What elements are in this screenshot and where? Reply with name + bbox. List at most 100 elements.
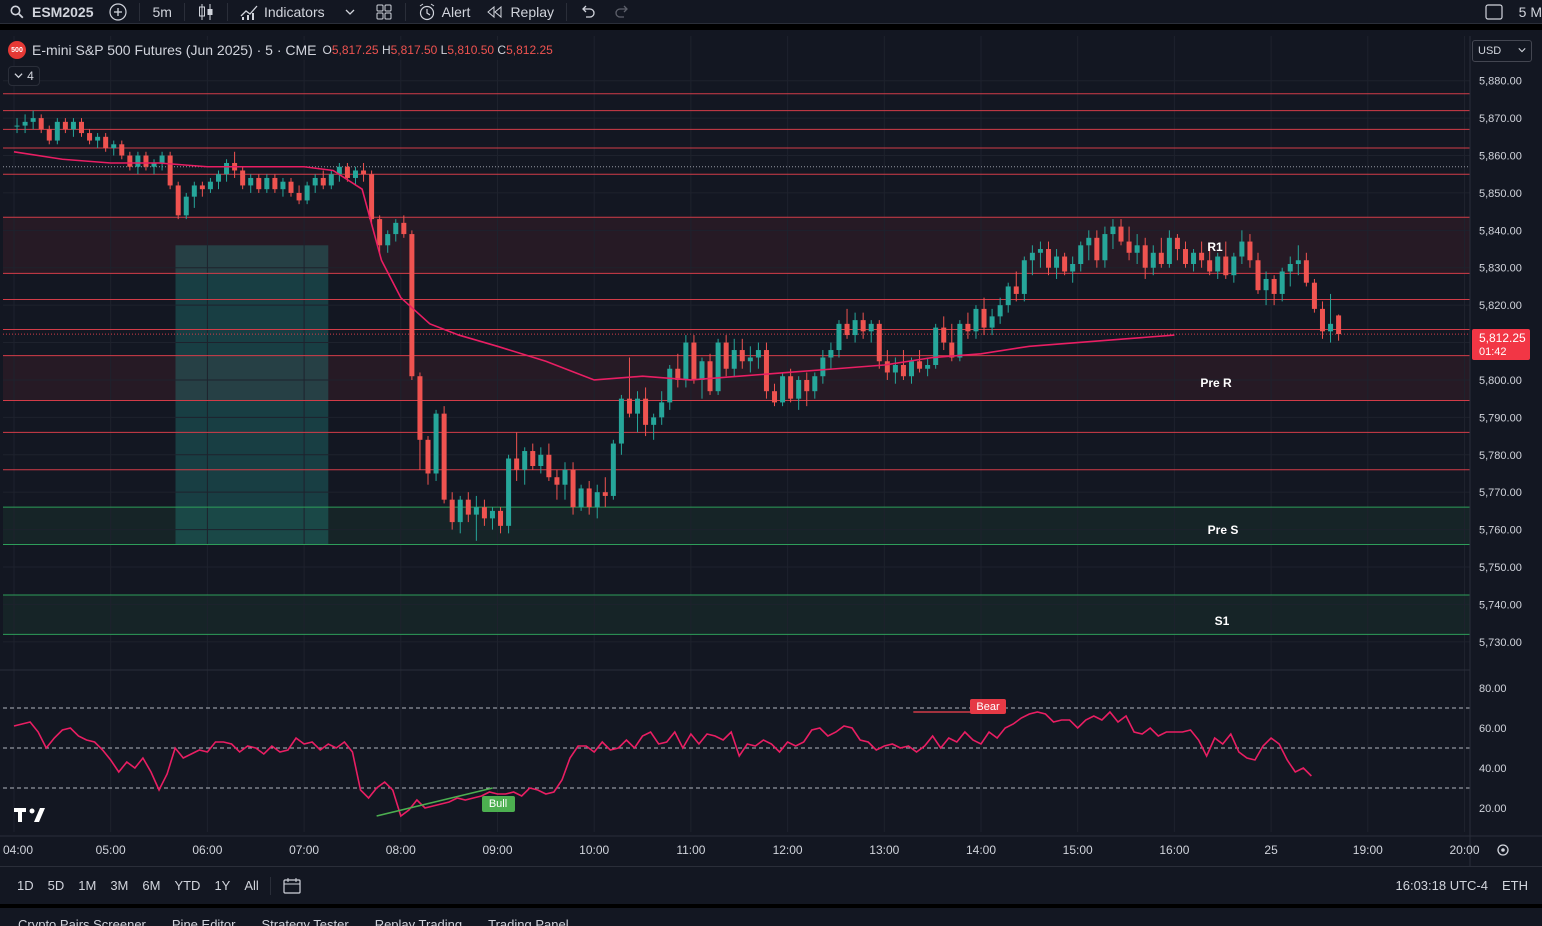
settings-gear[interactable] — [1497, 844, 1509, 856]
ohlc-close: 5,812.25 — [506, 43, 553, 57]
layout-button[interactable] — [367, 0, 401, 24]
candle-body — [626, 398, 632, 414]
currency-select[interactable]: USD — [1472, 40, 1532, 62]
candle-body — [1158, 252, 1164, 264]
clock-time[interactable]: 16:03:18 UTC-4 — [1395, 878, 1489, 893]
candle-body — [804, 379, 810, 392]
fullscreen-button[interactable] — [1477, 0, 1511, 24]
candle-body — [1102, 234, 1108, 261]
price-tick-label: 5,860.00 — [1479, 151, 1522, 163]
time-tick-label: 13:00 — [869, 843, 899, 857]
alarm-clock-icon — [418, 3, 436, 21]
candle-body — [78, 121, 84, 134]
candle-body — [183, 196, 189, 216]
replay-button[interactable]: Replay — [478, 0, 562, 24]
rsi-line — [13, 710, 1312, 818]
chart-type-button[interactable] — [189, 0, 223, 24]
candle-body — [780, 376, 786, 403]
candle-body — [1045, 249, 1051, 268]
range-button-6m[interactable]: 6M — [142, 878, 161, 893]
candle-body — [699, 361, 705, 380]
range-buttons: 1D 5D 1M 3M 6M YTD 1Y All — [0, 878, 266, 893]
candle-body — [457, 499, 463, 523]
indicators-label: Indicators — [263, 3, 325, 20]
candle-body — [1295, 260, 1301, 264]
candle-body — [272, 177, 278, 190]
candle-body — [909, 361, 915, 377]
candle-body — [1086, 237, 1092, 246]
candle-body — [1247, 241, 1253, 261]
undo-button[interactable] — [571, 0, 605, 24]
price-tick-label: 5,790.00 — [1479, 412, 1522, 424]
candle-body — [62, 121, 68, 130]
panel-tab-pine-editor[interactable]: Pine Editor — [171, 917, 236, 926]
ohlc-open: 5,817.25 — [331, 43, 379, 57]
candle-body — [860, 320, 866, 332]
chart-canvas[interactable]: 5,880.00 5,870.00 5,860.00 5,850.00 5,840.00… — [0, 30, 1542, 866]
candle-body — [377, 219, 383, 246]
time-tick-label: 08:00 — [386, 843, 416, 857]
indicator-collapse-button[interactable]: 4 — [8, 66, 40, 86]
chart-area[interactable]: 5,880.00 5,870.00 5,860.00 5,850.00 5,840.00… — [0, 30, 1542, 866]
range-button-ytd[interactable]: YTD — [174, 878, 201, 893]
candle-body — [425, 439, 431, 474]
price-tick-label: 5,780.00 — [1479, 450, 1522, 462]
candle-body — [1142, 245, 1148, 268]
compare-button[interactable] — [101, 0, 135, 24]
panel-tab-crypto-pairs-screener[interactable]: Crypto Pairs Screener — [18, 917, 146, 926]
time-tick-label: 09:00 — [482, 843, 512, 857]
templates-dropdown[interactable] — [333, 0, 367, 24]
candle-body — [546, 454, 552, 478]
range-button-all[interactable]: All — [244, 878, 259, 893]
panel-tab-strategy-tester[interactable]: Strategy Tester — [261, 917, 349, 926]
candle-body — [135, 155, 141, 167]
zone-label-pre-s: Pre S — [1208, 523, 1239, 537]
candle-body — [1319, 308, 1325, 332]
candle-body — [1005, 286, 1011, 306]
candle-body — [957, 323, 963, 358]
panel-tab-replay-trading[interactable]: Replay Trading — [374, 917, 463, 926]
search-icon — [8, 3, 26, 21]
zone-s1 — [3, 595, 1470, 635]
rsi-layer — [0, 669, 1470, 818]
price-tick-label: 5,820.00 — [1479, 300, 1522, 312]
candle-body — [683, 342, 689, 380]
candle-body — [917, 361, 923, 369]
toolbar-overflow-label[interactable]: 5 M — [1518, 3, 1542, 20]
candle-body — [812, 376, 818, 392]
candle-body — [352, 170, 358, 178]
indicators-button[interactable]: Indicators — [232, 0, 333, 24]
candle-body — [70, 121, 76, 130]
redo-button[interactable] — [605, 0, 639, 24]
candle-body — [1062, 256, 1068, 272]
candle-body — [22, 121, 28, 126]
range-button-1m[interactable]: 1M — [78, 878, 97, 893]
goto-date-button[interactable] — [275, 874, 309, 898]
zone-labels: R1 Pre R Pre S S1 — [1200, 240, 1238, 628]
session-label[interactable]: ETH — [1502, 878, 1528, 893]
candle-body — [989, 316, 995, 328]
candle-body — [1182, 249, 1188, 264]
candle-body — [167, 155, 173, 186]
range-button-3m[interactable]: 3M — [110, 878, 129, 893]
candle-body — [207, 181, 213, 190]
interval-button[interactable]: 5m — [144, 0, 179, 24]
range-button-1y[interactable]: 1Y — [214, 878, 231, 893]
candle-body — [175, 185, 181, 216]
candle-body — [925, 365, 931, 369]
panel-tab-trading-panel[interactable]: Trading Panel — [488, 917, 569, 926]
candle-body — [1126, 241, 1132, 253]
bottom-right: 16:03:18 UTC-4 ETH — [1396, 878, 1542, 893]
candle-body — [1215, 256, 1221, 272]
candles-layer — [14, 110, 1342, 541]
candle-body — [280, 181, 286, 190]
gear-icon[interactable] — [1497, 844, 1509, 856]
range-button-5d[interactable]: 5D — [47, 878, 65, 893]
legend-title[interactable]: E-mini S&P 500 Futures (Jun 2025) · 5 · … — [32, 42, 317, 58]
price-tick-label: 5,730.00 — [1479, 637, 1522, 649]
symbol-search[interactable]: ESM2025 — [0, 0, 101, 24]
time-tick-label: 16:00 — [1159, 843, 1189, 857]
alert-button[interactable]: Alert — [410, 0, 479, 24]
range-button-1d[interactable]: 1D — [17, 878, 34, 893]
candle-body — [1191, 252, 1197, 264]
